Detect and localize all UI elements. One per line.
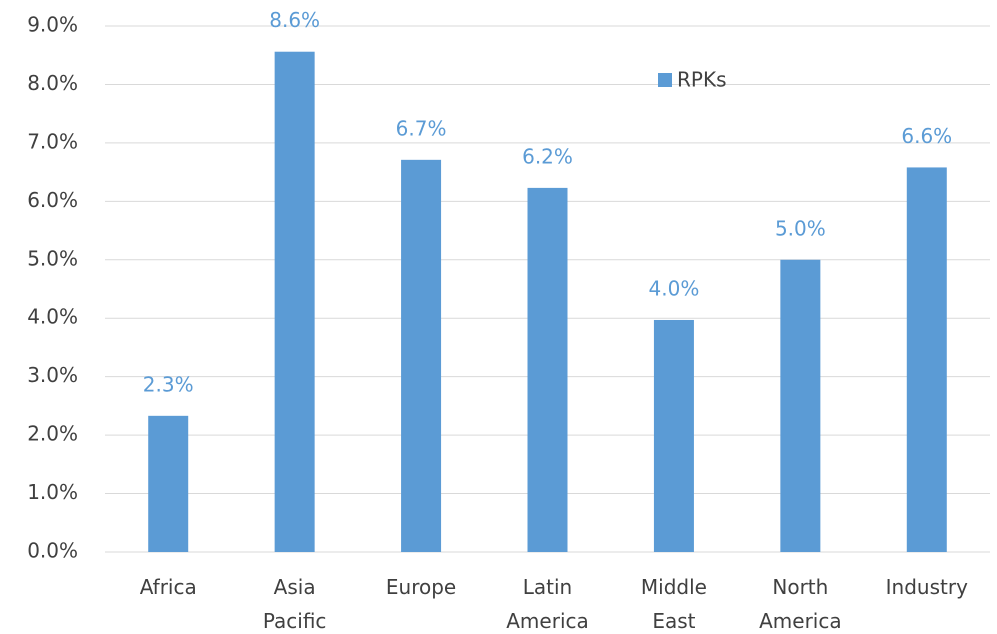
bar (906, 167, 947, 553)
data-label: 6.2% (522, 144, 573, 168)
data-label: 4.0% (649, 276, 700, 300)
x-tick-label: Middle East (641, 575, 707, 633)
x-tick-label: Latin America (506, 575, 589, 633)
y-tick-label: 1.0% (27, 480, 78, 504)
x-tick-label: Asia Pacific (263, 575, 327, 633)
y-tick-label: 5.0% (27, 246, 78, 270)
y-tick-label: 6.0% (27, 188, 78, 212)
bar (401, 159, 442, 553)
y-tick-label: 8.0% (27, 71, 78, 95)
x-tick-label: North America (759, 575, 842, 633)
y-tick-label: 2.0% (27, 422, 78, 446)
data-label: 6.6% (901, 124, 952, 148)
y-tick-label: 7.0% (27, 129, 78, 153)
bar (653, 319, 694, 552)
bar (148, 415, 189, 552)
legend-label: RPKs (677, 68, 727, 92)
data-label: 2.3% (143, 372, 194, 396)
bar (274, 51, 315, 553)
x-tick-label: Industry (886, 575, 968, 599)
y-tick-label: 0.0% (27, 539, 78, 563)
y-tick-label: 3.0% (27, 363, 78, 387)
data-label: 6.7% (396, 116, 447, 140)
legend-swatch (658, 73, 672, 87)
x-tick-label: Europe (386, 575, 456, 599)
data-label: 5.0% (775, 216, 826, 240)
data-label: 8.6% (269, 8, 320, 32)
bar (780, 259, 821, 552)
bar (527, 187, 568, 552)
y-tick-label: 9.0% (27, 13, 78, 37)
y-tick-label: 4.0% (27, 305, 78, 329)
x-tick-label: Africa (140, 575, 197, 599)
